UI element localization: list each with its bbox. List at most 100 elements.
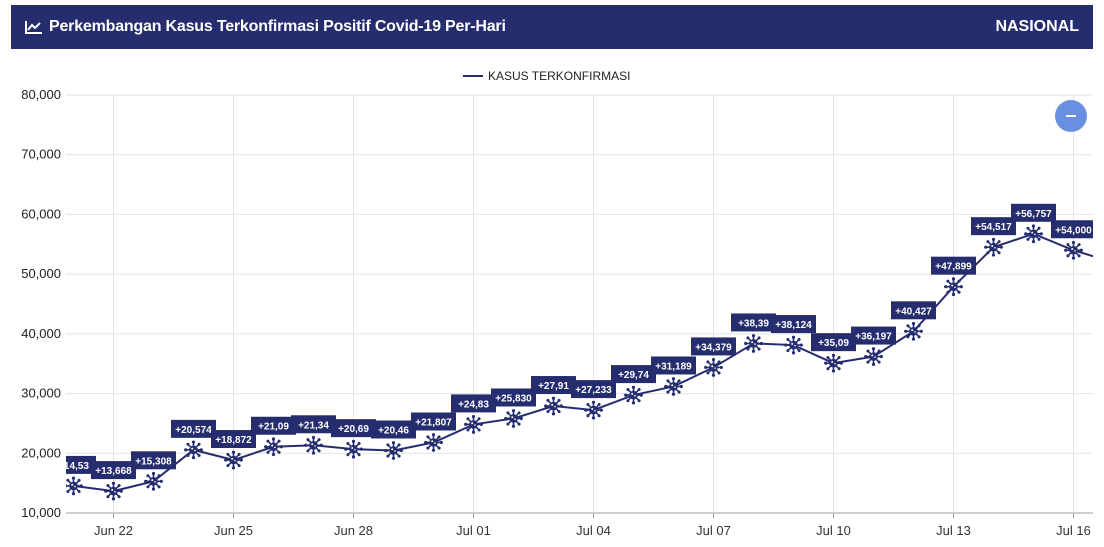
data-label-text: +21,34 (298, 420, 329, 431)
data-label: +47,899 (931, 256, 976, 275)
virus-icon[interactable] (943, 276, 964, 297)
data-label-text: +27,91 (538, 381, 569, 392)
data-label: +18,872 (211, 430, 256, 449)
minus-icon (1066, 115, 1076, 117)
data-label: +54,000 (1051, 220, 1093, 239)
data-label-box (91, 461, 136, 480)
x-tick-label: Jul 07 (696, 523, 731, 538)
data-label-box (731, 313, 776, 332)
data-label-text: +14,53 (58, 461, 89, 472)
data-label: +20,69 (331, 419, 376, 438)
x-tick-label: Jul 10 (816, 523, 851, 538)
y-axis: 10,000 20,000 30,000 40,000 50,000 60,000 70,0… (21, 87, 61, 520)
data-label: +13,668 (91, 461, 136, 480)
data-label-box (331, 419, 376, 438)
data-label-text: +38,39 (738, 318, 769, 329)
header-left: Perkembangan Kasus Terkonfirmasi Positif… (25, 18, 506, 36)
virus-icon[interactable] (623, 384, 644, 406)
data-label: +38,39 (731, 313, 776, 332)
data-label-text: +25,830 (495, 393, 532, 404)
data-label-text: +34,379 (695, 342, 732, 353)
data-label-text: +15,308 (135, 456, 172, 467)
data-label: +34,379 (691, 337, 736, 356)
data-label: +25,830 (491, 388, 536, 407)
virus-icon[interactable] (1023, 223, 1044, 244)
virus-icon[interactable] (503, 408, 524, 429)
virus-icon[interactable] (343, 438, 364, 460)
data-label-box (611, 365, 656, 384)
virus-icon[interactable] (64, 475, 84, 497)
x-tick-label: Jun 25 (214, 523, 253, 538)
virus-icon[interactable] (263, 436, 284, 457)
virus-icon[interactable] (743, 333, 764, 354)
virus-icon[interactable] (303, 435, 324, 456)
virus-icon[interactable] (103, 480, 124, 502)
data-label: +54,517 (971, 217, 1016, 236)
data-label-text: +24,83 (458, 399, 489, 410)
data-label-box (491, 388, 536, 407)
virus-icon[interactable] (863, 346, 884, 367)
data-label-box (891, 301, 936, 320)
data-label: +29,74 (611, 365, 656, 384)
y-tick-label: 60,000 (21, 206, 61, 221)
data-label-text: +31,189 (655, 361, 692, 372)
data-label-box (371, 420, 416, 439)
virus-icon[interactable] (223, 449, 244, 471)
y-tick-label: 80,000 (21, 87, 61, 102)
x-tick-label: Jul 13 (936, 523, 971, 538)
data-label-text: +18,872 (215, 435, 252, 446)
data-label-box (411, 412, 456, 431)
x-tick-label: Jun 22 (94, 523, 133, 538)
data-label: +21,09 (251, 416, 296, 435)
data-label-text: +36,197 (855, 332, 892, 343)
virus-icon[interactable] (583, 399, 604, 421)
data-label-box (66, 455, 96, 474)
legend: KASUS TERKONFIRMASI (463, 69, 630, 83)
data-label-box (971, 217, 1016, 236)
data-label-box (771, 315, 816, 334)
data-label-box (531, 376, 576, 395)
data-label: +20,574 (171, 419, 216, 438)
data-label-text: +38,124 (775, 320, 812, 331)
data-label: +21,34 (291, 415, 336, 434)
virus-icon[interactable] (823, 352, 844, 374)
data-label-box (571, 380, 616, 399)
virus-icon[interactable] (463, 414, 484, 435)
virus-icon[interactable] (983, 236, 1004, 258)
virus-icon[interactable] (903, 321, 924, 342)
data-label-box (211, 430, 256, 449)
data-label-text: +27,233 (575, 385, 612, 396)
y-tick-label: 20,000 (21, 445, 61, 460)
virus-icon[interactable] (663, 376, 684, 397)
zoom-out-button[interactable] (1055, 100, 1087, 132)
virus-icon[interactable] (383, 440, 404, 461)
data-label-box (291, 415, 336, 434)
data-label-text: +40,427 (895, 306, 932, 317)
line-chart-icon (25, 21, 42, 34)
data-label-box (931, 256, 976, 275)
virus-icon[interactable] (423, 432, 444, 453)
data-label: +38,124 (771, 315, 816, 334)
y-tick-label: 50,000 (21, 266, 61, 281)
data-label-text: +47,899 (935, 262, 972, 273)
virus-icon[interactable] (543, 395, 564, 417)
data-label-box (251, 416, 296, 435)
data-label-text: +54,000 (1055, 225, 1092, 236)
data-label: +14,53 (58, 455, 96, 474)
x-tick-label: Jul 01 (456, 523, 491, 538)
data-label: +24,83 (451, 394, 496, 413)
data-label-text: +35,09 (818, 338, 849, 349)
virus-icon[interactable] (183, 439, 204, 461)
virus-icon[interactable] (1063, 240, 1084, 261)
virus-icon[interactable] (783, 334, 804, 356)
virus-icon[interactable] (703, 357, 724, 378)
chart-header: Perkembangan Kasus Terkonfirmasi Positif… (11, 5, 1093, 49)
data-label: +40,427 (891, 301, 936, 320)
data-label-text: +21,09 (258, 422, 289, 433)
data-label-text: +29,74 (618, 370, 649, 381)
virus-icon[interactable] (143, 471, 164, 492)
data-label-text: +21,807 (415, 417, 452, 428)
data-label-text: +13,668 (95, 466, 132, 477)
data-label-box (131, 451, 176, 470)
data-label: +56,757 (1011, 203, 1056, 222)
